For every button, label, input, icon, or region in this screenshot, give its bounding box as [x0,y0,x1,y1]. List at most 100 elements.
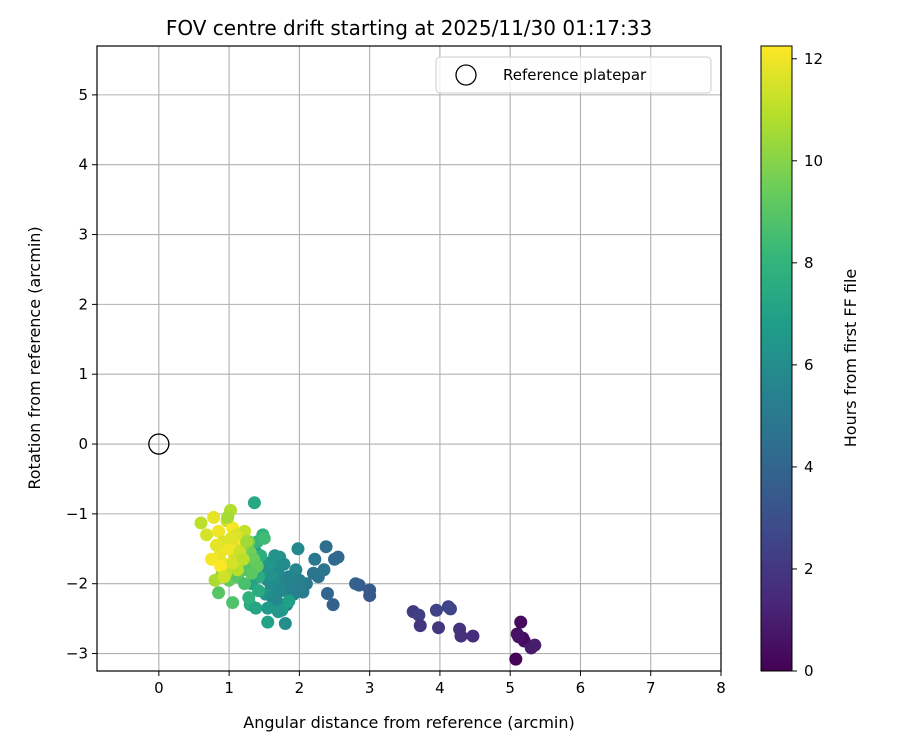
data-point [247,496,261,510]
colorbar-tick-label: 12 [804,50,823,68]
data-point [512,630,526,644]
data-point [294,582,308,596]
y-tick-label: 3 [78,226,88,244]
data-point [289,563,303,577]
colorbar-ticks: 0 2 4 6 8 10 12 [792,50,823,680]
colorbar-tick-label: 4 [804,458,814,476]
y-tick-label: −3 [66,645,88,663]
x-tick-label: 8 [716,679,726,697]
data-point [257,531,271,545]
data-point [252,584,266,598]
data-point [273,584,287,598]
data-point [352,578,366,592]
data-point [212,586,226,600]
data-point [412,608,426,622]
y-tick-label: −1 [66,505,88,523]
colorbar-tick-label: 8 [804,254,814,272]
y-tick-label: 0 [78,435,88,453]
data-point [245,566,259,580]
y-tick-label: 2 [78,295,88,313]
colorbar-label: Hours from first FF file [841,269,860,448]
data-point [466,629,480,643]
x-tick-label: 5 [505,679,515,697]
x-tick-label: 2 [295,679,305,697]
colorbar-tick-label: 10 [804,152,823,170]
y-axis-ticks: −3 −2 −1 0 1 2 3 4 5 [66,86,97,663]
x-tick-label: 1 [224,679,234,697]
data-point [454,629,468,643]
reference-marker-group [148,433,170,455]
scatter-points [194,496,542,666]
y-tick-label: 4 [78,156,88,174]
data-point [429,603,443,617]
data-point [222,542,236,556]
data-point [240,535,254,549]
data-point [205,552,219,566]
legend-reference-symbol [455,64,477,86]
chart-title: FOV centre drift starting at 2025/11/30 … [166,16,652,40]
data-point [261,601,275,615]
data-point [249,601,263,615]
data-point [264,568,278,582]
y-tick-label: −2 [66,575,88,593]
data-point [207,510,221,524]
data-point [319,540,333,554]
data-point [277,557,291,571]
x-tick-label: 6 [576,679,586,697]
x-axis-ticks: 0 1 2 3 4 5 6 7 8 [154,671,726,697]
data-point [291,542,305,556]
y-axis-label: Rotation from reference (arcmin) [25,226,44,489]
colorbar-tick-label: 6 [804,356,814,374]
data-point [317,563,331,577]
data-point [331,550,345,564]
data-point [528,638,542,652]
x-tick-label: 0 [154,679,164,697]
data-point [282,594,296,608]
data-point [238,577,252,591]
data-point [432,621,446,635]
data-point [306,566,320,580]
data-point [224,531,238,545]
data-point [443,602,457,616]
data-point [271,605,285,619]
data-point [236,552,250,566]
legend-box [435,56,712,94]
data-point [308,552,322,566]
data-point [278,617,292,631]
colorbar-gradient [761,46,792,671]
data-point [261,615,275,629]
data-point [214,559,228,573]
data-point [509,652,523,666]
legend-label-reference: Reference platepar [503,66,647,84]
data-point [226,556,240,570]
data-point [194,516,208,530]
data-point [326,598,340,612]
data-point [209,538,223,552]
data-point [284,577,298,591]
data-point [413,619,427,633]
data-point [514,615,528,629]
colorbar: 0 2 4 6 8 10 12 Hours from first FF file [760,45,860,680]
data-point [217,570,231,584]
x-tick-label: 7 [646,679,656,697]
data-point [212,524,226,538]
x-axis-label: Angular distance from reference (arcmin) [243,713,574,732]
data-point [221,510,235,524]
data-point [200,528,214,542]
plot-frame [96,45,722,672]
data-point [320,586,334,600]
data-point [268,549,282,563]
x-tick-label: 4 [435,679,445,697]
y-tick-label: 1 [78,365,88,383]
y-tick-label: 5 [78,86,88,104]
data-point [242,591,256,605]
data-point [226,596,240,610]
data-point [363,589,377,603]
colorbar-frame [760,45,793,672]
colorbar-tick-label: 0 [804,662,814,680]
x-tick-label: 3 [365,679,375,697]
legend: Reference platepar [435,56,712,94]
reference-platepar-marker [148,433,170,455]
